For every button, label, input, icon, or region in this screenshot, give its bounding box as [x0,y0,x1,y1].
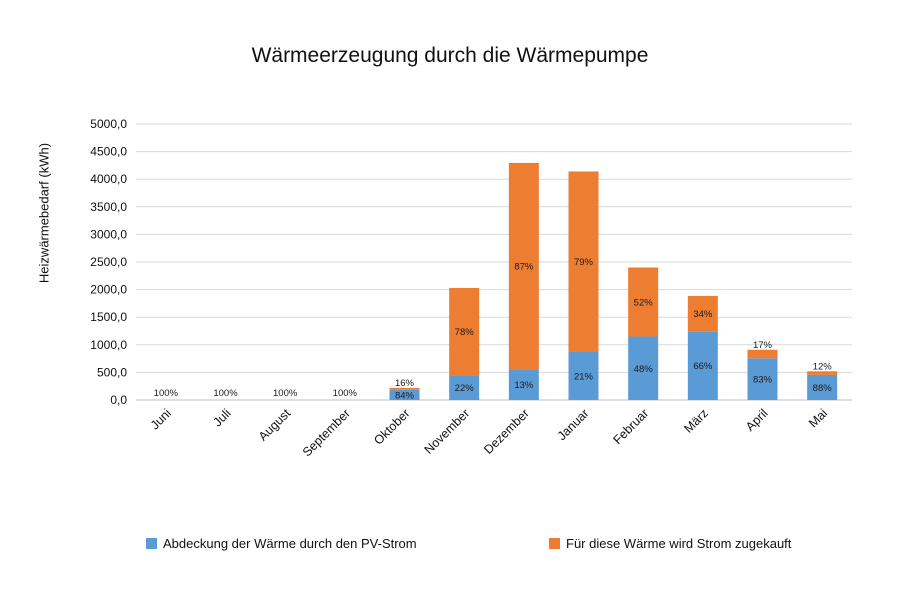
data-label-pv: 83% [753,375,773,386]
legend-item-purchased: Für diese Wärme wird Strom zugekauft [549,536,791,551]
data-label-purchased: 34% [693,309,713,320]
x-tick-label: August [256,406,294,444]
bar-segment-purchased [628,267,659,337]
bar-segment-pv [687,331,718,400]
data-label-purchased: 12% [813,361,833,372]
y-tick-label: 4000,0 [90,172,127,186]
data-label-purchased: 79% [574,257,594,268]
bar-segment-purchased [687,295,718,332]
y-tick-label: 2000,0 [90,283,127,297]
data-label-pv: 100% [333,388,358,399]
bar-segment-purchased [807,371,838,375]
data-label-purchased: 16% [395,378,415,389]
y-tick-label: 2500,0 [90,255,127,269]
data-label-pv: 13% [514,380,534,391]
x-tick-label: Februar [610,406,651,447]
legend-label-pv: Abdeckung der Wärme durch den PV-Strom [163,536,417,551]
legend-swatch-pv [146,538,157,549]
bar-segment-purchased [389,387,420,390]
data-label-purchased: 78% [455,327,475,338]
data-label-pv: 21% [574,371,594,382]
bar-segment-pv [389,389,420,400]
bar-segment-pv [508,369,539,400]
bar-segment-purchased [568,171,599,352]
chart-title: Wärmeerzeugung durch die Wärmepumpe [251,44,649,67]
data-label-pv: 22% [455,383,475,394]
x-tick-label: April [743,406,771,434]
x-tick-label: Oktober [371,406,412,447]
y-tick-label: 3000,0 [90,227,127,241]
data-label-purchased: 17% [753,340,773,351]
x-tick-label: November [422,406,473,457]
legend-item-pv: Abdeckung der Wärme durch den PV-Strom [146,536,417,551]
data-label-purchased: 52% [634,298,654,309]
y-tick-label: 5000,0 [90,117,127,131]
y-tick-label: 1000,0 [90,338,127,352]
bar-segment-pv [628,336,659,400]
bar-segment-purchased [508,162,539,370]
bar-segment-purchased [449,287,480,376]
y-tick-label: 3500,0 [90,200,127,214]
x-tick-label: Dezember [481,406,532,457]
bar-segment-purchased [747,349,778,359]
bar-segment-pv [568,351,599,400]
y-tick-label: 0,0 [110,393,127,407]
bar-segment-pv [747,358,778,400]
data-label-pv: 100% [273,388,298,399]
data-label-pv: 88% [813,383,833,394]
data-label-purchased: 87% [514,262,534,273]
legend-swatch-purchased [549,538,560,549]
data-label-pv: 66% [693,361,713,372]
x-tick-label: März [681,406,711,436]
legend-label-purchased: Für diese Wärme wird Strom zugekauft [566,536,792,551]
data-label-pv: 100% [154,388,179,399]
x-tick-label: September [300,406,353,459]
bar-segment-pv [449,375,480,400]
data-label-pv: 84% [395,390,415,401]
y-tick-label: 4500,0 [90,145,127,159]
x-tick-label: Juni [148,406,174,432]
x-tick-label: Januar [555,406,592,443]
bar-segment-pv [807,374,838,400]
x-tick-label: Mai [806,406,830,430]
x-tick-label: Juli [210,406,233,429]
data-label-pv: 48% [634,364,654,375]
y-tick-label: 1500,0 [90,310,127,324]
data-label-pv: 100% [213,388,238,399]
y-tick-label: 500,0 [97,365,127,379]
